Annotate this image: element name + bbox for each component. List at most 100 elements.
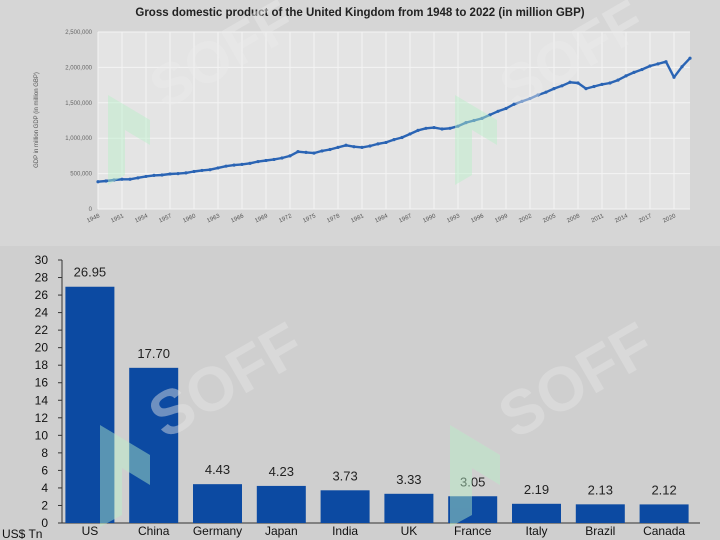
gdp-data-point xyxy=(496,109,500,113)
bar-category-label: China xyxy=(138,524,170,538)
gdp-data-point xyxy=(96,180,100,184)
gdp-data-point xyxy=(144,174,148,179)
bar-value-label: 2.13 xyxy=(588,482,613,497)
bar-y-tick-label: 4 xyxy=(41,481,48,495)
line-y-axis-label: GDP in million GDP (in million GBP) xyxy=(34,72,40,168)
gdp-data-point xyxy=(328,147,332,152)
gdp-data-point xyxy=(512,102,516,106)
bar-y-tick-label: 26 xyxy=(35,288,49,302)
line-x-tick-label: 1996 xyxy=(470,213,485,224)
line-x-tick-label: 2005 xyxy=(542,213,557,224)
bar-italy xyxy=(512,503,561,523)
gdp-data-point xyxy=(112,178,116,182)
bar-y-tick-label: 0 xyxy=(41,516,48,530)
line-x-tick-label: 1984 xyxy=(374,213,389,224)
line-x-tick-label: 1999 xyxy=(494,213,509,224)
bar-china xyxy=(129,367,179,523)
gdp-data-point xyxy=(432,125,436,130)
bar-y-tick-label: 6 xyxy=(41,463,48,477)
bar-y-tick-label: 24 xyxy=(35,306,49,320)
bar-category-label: France xyxy=(454,524,492,538)
gdp-data-point xyxy=(400,135,404,140)
gdp-data-point xyxy=(600,82,604,86)
gdp-data-point xyxy=(680,65,684,69)
line-chart-title: Gross domestic product of the United Kin… xyxy=(135,7,584,19)
gdp-data-point xyxy=(672,75,676,79)
line-x-tick-label: 1972 xyxy=(278,213,293,224)
bar-series xyxy=(65,286,689,523)
gdp-data-point xyxy=(216,166,220,170)
bar-y-tick-label: 14 xyxy=(35,393,49,407)
bar-category-label: India xyxy=(332,524,358,538)
bar-category-label: Germany xyxy=(193,524,242,538)
bar-y-tick-label: 10 xyxy=(35,428,49,442)
line-x-tick-label: 1969 xyxy=(254,213,269,224)
gdp-data-point xyxy=(376,142,380,146)
gdp-data-point xyxy=(464,121,468,125)
line-x-tick-label: 1963 xyxy=(206,213,221,224)
gdp-data-point xyxy=(304,150,308,154)
line-x-tick-label: 2008 xyxy=(566,213,581,224)
line-plot-area xyxy=(98,32,690,209)
line-x-tick-label: 1993 xyxy=(446,213,461,224)
bar-value-labels: 26.95 17.70 4.43 4.23 3.73 3.33 3.05 2.19 2.13 2.… xyxy=(74,265,677,498)
gdp-data-point xyxy=(280,156,284,160)
gdp-data-point xyxy=(568,80,572,84)
bar-value-label: 4.23 xyxy=(269,464,294,479)
line-x-tick-label: 1966 xyxy=(230,213,245,224)
bar-y-tick-label: 22 xyxy=(35,323,49,337)
bar-brazil xyxy=(575,504,625,523)
bar-value-label: 17.70 xyxy=(137,346,170,361)
gdp-data-point xyxy=(632,70,636,74)
gdp-data-point xyxy=(208,168,212,172)
line-x-ticks: 1948 1951 1954 1957 1960 1963 1966 1969 1972 1975… xyxy=(86,213,677,224)
world-gdp-panel: 0 2 4 6 8 10 12 14 16 18 20 22 24 26 28 30 US China Germa… xyxy=(0,246,720,540)
bar-x-labels: US China Germany Japan India UK France Italy Bra… xyxy=(82,524,686,538)
line-x-tick-label: 1948 xyxy=(86,213,101,224)
gdp-data-point xyxy=(352,145,356,149)
gdp-data-point xyxy=(120,177,124,181)
gdp-data-point xyxy=(416,128,420,133)
line-x-tick-label: 2020 xyxy=(662,213,677,224)
gdp-data-point xyxy=(240,162,244,166)
bar-category-label: Brazil xyxy=(585,524,615,538)
gdp-data-point xyxy=(152,173,156,177)
bar-y-tick-label: 30 xyxy=(35,253,49,267)
gdp-data-point xyxy=(168,172,172,176)
gdp-data-point xyxy=(360,145,364,150)
line-x-tick-label: 1951 xyxy=(110,213,125,224)
bar-y-tick-label: 28 xyxy=(35,271,49,285)
bar-category-label: Canada xyxy=(643,524,685,538)
gdp-data-point xyxy=(200,168,204,173)
gdp-data-point xyxy=(576,81,580,85)
line-x-tick-label: 1954 xyxy=(134,213,149,224)
gdp-data-point xyxy=(224,164,228,168)
bar-category-label: US xyxy=(82,524,99,538)
line-x-tick-label: 2011 xyxy=(591,213,606,224)
gdp-data-point xyxy=(344,143,348,147)
gdp-data-point xyxy=(128,177,132,181)
bar-value-label: 3.73 xyxy=(332,468,357,483)
gdp-data-point xyxy=(456,124,460,128)
line-y-tick-label: 1,500,000 xyxy=(65,101,92,107)
gdp-data-point xyxy=(176,172,180,176)
gdp-data-point xyxy=(440,127,444,131)
gdp-data-point xyxy=(448,126,452,130)
gdp-data-point xyxy=(232,163,236,167)
gdp-series-points xyxy=(96,56,692,184)
line-y-tick-label: 2,000,000 xyxy=(65,65,92,71)
gdp-data-point xyxy=(392,138,396,142)
bar-india xyxy=(320,490,370,523)
bar-uk xyxy=(384,493,434,523)
gdp-data-point xyxy=(408,132,412,136)
bar-category-label: Japan xyxy=(265,524,298,538)
bar-france xyxy=(448,496,498,523)
gdp-data-point xyxy=(528,96,532,101)
bar-category-label: Italy xyxy=(525,524,547,538)
line-x-tick-label: 2017 xyxy=(638,213,653,224)
gdp-data-point xyxy=(256,159,260,164)
gdp-data-point xyxy=(368,144,372,148)
line-x-tick-label: 2002 xyxy=(518,213,533,224)
gdp-data-point xyxy=(424,126,428,130)
